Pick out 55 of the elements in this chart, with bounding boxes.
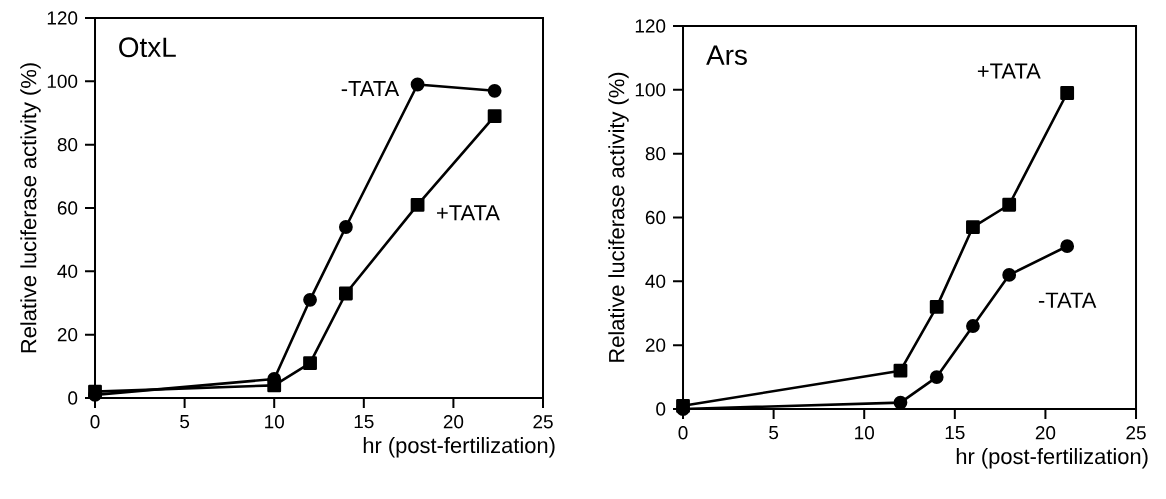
point <box>1060 86 1075 100</box>
x-tick-label: 0 <box>90 415 100 429</box>
text: Ars <box>706 45 747 66</box>
x-tick-label: 5 <box>180 415 190 429</box>
y-tick-label: 120 <box>47 11 78 25</box>
y-axis-title: Relative luciferase activity (%) <box>608 72 629 362</box>
series-label: +TATA <box>437 205 500 221</box>
x-axis-title: hr (post-fertilization) <box>363 437 555 458</box>
y-tick-label: 120 <box>635 19 666 33</box>
x-tick-label: 25 <box>1126 426 1146 440</box>
y-tick-label: 60 <box>645 210 666 225</box>
y-tick-label: 20 <box>645 338 666 352</box>
point <box>929 299 944 314</box>
y-tick-label: 80 <box>645 146 666 161</box>
point <box>338 286 353 301</box>
y-tick-label: 100 <box>635 83 666 97</box>
y-tick-label: 60 <box>57 201 78 215</box>
point <box>267 378 282 393</box>
series-label: +TATA <box>977 63 1041 79</box>
y-tick-label: 80 <box>57 137 78 152</box>
point <box>966 220 980 234</box>
x-tick-label: 15 <box>945 426 965 440</box>
x-tick-label: 5 <box>769 426 779 440</box>
point <box>410 197 425 212</box>
y-axis-title: Relative luciferase activity (%) <box>20 63 41 353</box>
x-tick-label: 15 <box>354 415 374 429</box>
x-tick-label: 10 <box>265 415 284 429</box>
point <box>487 83 502 98</box>
x-tick-label: 20 <box>1035 426 1056 440</box>
x-tick-label: 20 <box>443 415 464 429</box>
y-tick-label: 0 <box>656 402 666 416</box>
x-tick-label: 10 <box>855 426 874 440</box>
text: OtxL <box>119 37 176 58</box>
point <box>1002 268 1017 282</box>
point <box>893 363 908 378</box>
x-axis-title: hr (post-fertilization) <box>956 448 1148 469</box>
point <box>303 292 317 307</box>
y-tick-label: 40 <box>57 264 78 279</box>
point <box>338 220 353 234</box>
point <box>893 395 908 410</box>
y-tick-label: 0 <box>68 391 78 405</box>
series-label: -TATA <box>341 80 400 97</box>
y-tick-label: 100 <box>47 74 78 89</box>
point <box>1002 197 1017 212</box>
y-tick-label: 20 <box>57 327 78 342</box>
point <box>303 356 317 371</box>
x-tick-label: 25 <box>533 415 553 429</box>
point <box>929 370 944 384</box>
point <box>966 319 980 333</box>
point <box>487 109 502 124</box>
point <box>410 77 425 92</box>
x-tick-label: 0 <box>678 426 688 440</box>
y-tick-label: 40 <box>645 274 666 289</box>
series-label: -TATA <box>1038 292 1097 308</box>
point <box>1060 239 1075 254</box>
